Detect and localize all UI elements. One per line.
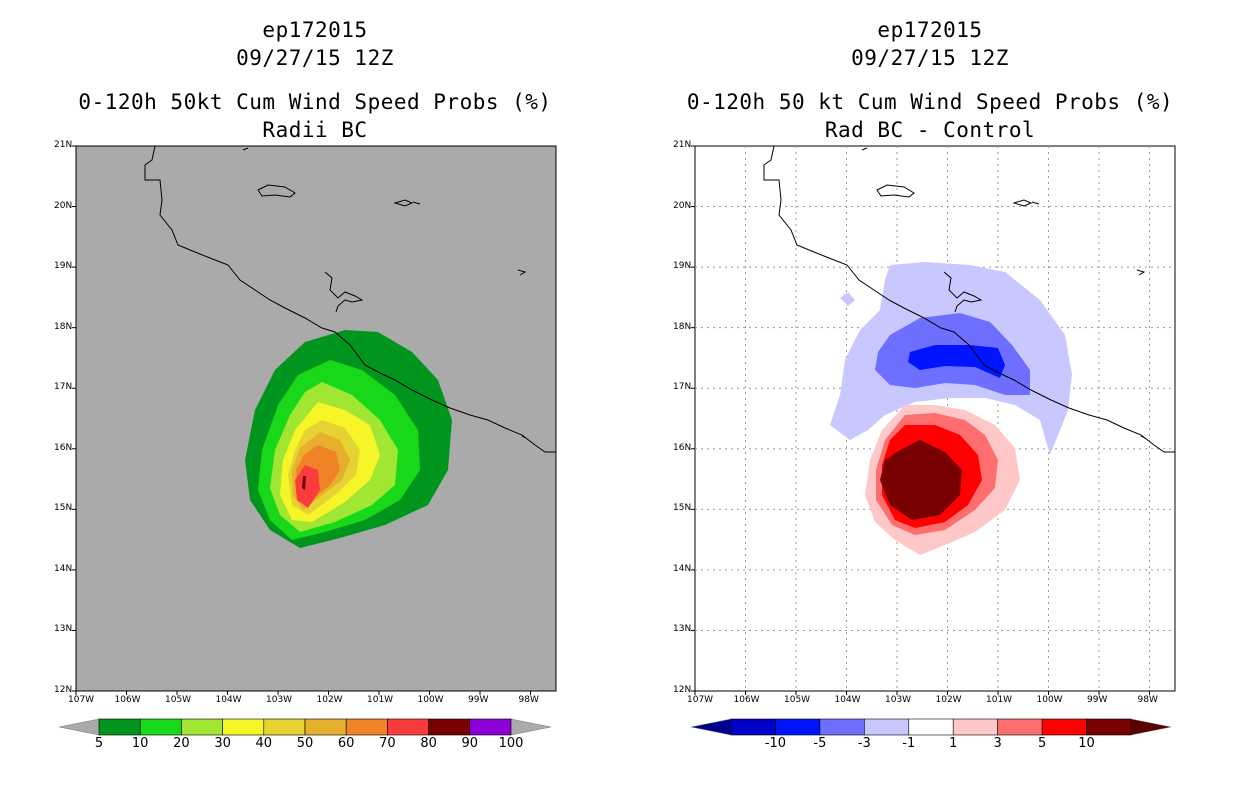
- colorbar-tick-label: 90: [461, 736, 479, 751]
- lon-label: 98W: [518, 695, 539, 705]
- left-map-panel: [72, 145, 557, 695]
- lat-label: 15N: [54, 503, 73, 514]
- colorbar-swatch: [469, 718, 512, 736]
- colorbar-tick-label: -3: [857, 736, 871, 751]
- colorbar-tick-label: 10: [131, 736, 149, 751]
- colorbar-tick-label: 40: [255, 736, 273, 751]
- right-axis-ticks: [691, 145, 1150, 695]
- colorbar-tick-label: 3: [993, 736, 1002, 751]
- colorbar-right-arrow: [1130, 718, 1172, 736]
- colorbar-tick-label: 5: [1037, 736, 1047, 751]
- lat-label: 16N: [54, 442, 73, 453]
- right-contours: [830, 262, 1072, 555]
- lon-label: 104W: [215, 695, 242, 705]
- colorbar-tick-label: 70: [379, 736, 396, 751]
- colorbar-tick-label: 30: [214, 736, 231, 751]
- left-map-svg: [72, 145, 557, 695]
- contour-80: [302, 476, 306, 490]
- left-title-date: 09/27/15 12Z: [236, 46, 394, 70]
- lon-label: 103W: [885, 695, 912, 705]
- left-title-variant: Radii BC: [262, 118, 368, 142]
- colorbar-swatch: [775, 718, 821, 736]
- lat-label: 18N: [54, 321, 73, 332]
- lon-label: 102W: [935, 695, 962, 705]
- left-axis-ticks: [72, 145, 531, 695]
- lon-label: 104W: [834, 695, 861, 705]
- lat-label: 15N: [673, 503, 692, 514]
- colorbar-tick-label: 80: [420, 736, 437, 751]
- left-colorbar-svg: [58, 718, 552, 736]
- lon-label: 107W: [687, 695, 714, 705]
- lat-label: 21N: [54, 140, 73, 150]
- contour-neg1-islet: [840, 292, 855, 306]
- lat-label: 13N: [54, 624, 73, 635]
- lat-label: 17N: [673, 382, 692, 393]
- colorbar-swatch: [952, 718, 998, 736]
- colorbar-tick-label: 1: [949, 736, 958, 751]
- right-title-variant: Rad BC - Control: [824, 118, 1036, 142]
- lat-label: 12N: [673, 685, 692, 695]
- lon-label: 105W: [165, 695, 192, 705]
- colorbar-swatch: [864, 718, 910, 736]
- contour-70: [295, 465, 320, 508]
- colorbar-tick-label: 50: [296, 736, 314, 751]
- lon-label: 107W: [68, 695, 95, 705]
- colorbar-tick-label: 10: [1078, 736, 1095, 751]
- colorbar-swatch: [819, 718, 865, 736]
- right-coastline: [763, 145, 1175, 453]
- colorbar-swatch: [1041, 718, 1087, 736]
- lat-label: 19N: [54, 261, 73, 272]
- lat-label: 17N: [54, 382, 73, 393]
- colorbar-tick-label: -5: [813, 736, 827, 751]
- lon-label: 100W: [417, 695, 444, 705]
- lon-label: 106W: [733, 695, 760, 705]
- lat-label: 16N: [673, 442, 692, 453]
- colorbar-tick-label: -1: [902, 736, 916, 751]
- lat-label: 20N: [54, 200, 73, 211]
- lon-label: 102W: [316, 695, 343, 705]
- lon-label: 98W: [1137, 695, 1158, 705]
- lat-label: 19N: [673, 261, 692, 272]
- lat-label: 13N: [673, 624, 692, 635]
- left-colorbar: [58, 718, 552, 736]
- left-title-product: 0-120h 50kt Cum Wind Speed Probs (%): [78, 90, 552, 114]
- lat-label: 21N: [673, 140, 692, 150]
- lat-label: 18N: [673, 321, 692, 332]
- lon-label: 103W: [266, 695, 293, 705]
- lat-label: 14N: [54, 563, 73, 574]
- lon-label: 100W: [1036, 695, 1063, 705]
- colorbar-tick-label: 20: [173, 736, 190, 751]
- left-coastline: [144, 145, 556, 453]
- colorbar-tick-label: -10: [764, 736, 787, 751]
- lon-label: 99W: [468, 695, 489, 705]
- lat-label: 12N: [54, 685, 73, 695]
- colorbar-tick-label: 5: [94, 736, 104, 751]
- lat-label: 20N: [673, 200, 692, 211]
- left-title-storm: ep172015: [262, 18, 368, 42]
- contour-pos10: [880, 440, 962, 520]
- contour-neg5: [908, 345, 1005, 378]
- right-title-date: 09/27/15 12Z: [851, 46, 1009, 70]
- right-title-storm: ep172015: [877, 18, 983, 42]
- lat-label: 14N: [673, 563, 692, 574]
- right-title-product: 0-120h 50 kt Cum Wind Speed Probs (%): [686, 90, 1174, 114]
- lon-label: 101W: [986, 695, 1013, 705]
- left-contours: [245, 330, 452, 548]
- colorbar-tick-label: 60: [337, 736, 355, 751]
- colorbar-swatch: [1086, 718, 1132, 736]
- lon-label: 101W: [367, 695, 394, 705]
- colorbar-left-arrow: [690, 718, 732, 736]
- colorbar-swatch: [997, 718, 1043, 736]
- colorbar-tick-label: 100: [498, 736, 524, 751]
- lon-label: 106W: [114, 695, 141, 705]
- lon-label: 99W: [1087, 695, 1108, 705]
- lon-label: 105W: [784, 695, 811, 705]
- colorbar-swatch: [908, 718, 954, 736]
- colorbar-swatch: [730, 718, 776, 736]
